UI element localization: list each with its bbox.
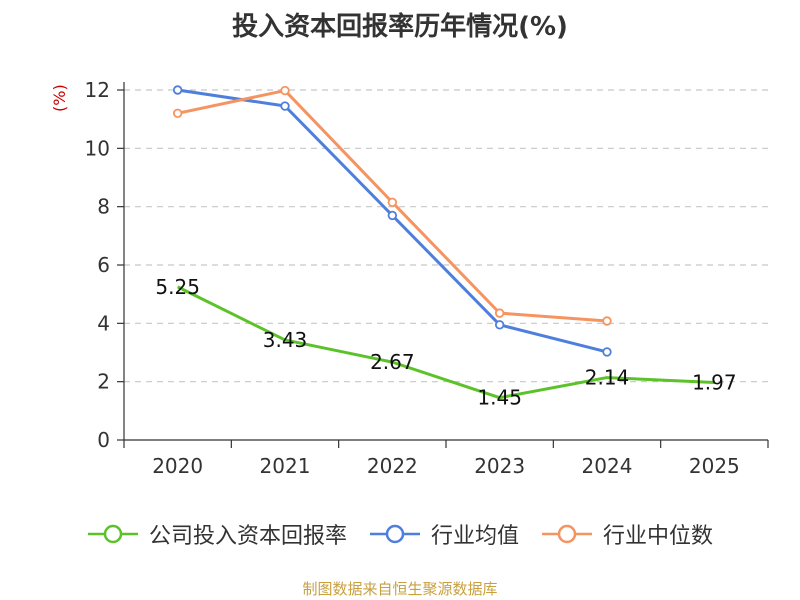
- legend-item[interactable]: 行业均值: [369, 518, 519, 550]
- x-tick-label: 2023: [474, 454, 525, 478]
- data-point-marker: [172, 85, 183, 95]
- y-tick-label: 8: [97, 195, 110, 219]
- data-label: 2.67: [370, 350, 415, 374]
- plot-area: 0 2 4 6 8 10 12 2020 2021 2022 2023 2024 2025 5.25 3.4…: [85, 78, 769, 478]
- y-tick-label: 2: [97, 370, 110, 394]
- data-point-marker: [602, 316, 612, 326]
- legend-swatch-icon: [542, 524, 592, 544]
- data-point-marker: [280, 85, 290, 96]
- legend-label: 行业中位数: [603, 524, 714, 549]
- legend-label: 公司投入资本回报率: [148, 524, 347, 549]
- data-label: 1.97: [692, 371, 737, 395]
- data-label: 5.25: [155, 275, 200, 299]
- data-point-marker: [172, 108, 183, 119]
- x-tick-label: 2024: [582, 454, 633, 478]
- y-tick-label: 4: [97, 311, 110, 335]
- data-label: 1.45: [477, 386, 522, 410]
- y-tick-label: 10: [85, 136, 110, 160]
- y-tick-label: 0: [97, 428, 110, 452]
- series-line: [177, 88, 608, 354]
- legend-swatch-icon: [369, 524, 420, 544]
- source-footer: 制图数据来自恒生聚源数据库: [302, 580, 498, 598]
- x-tick-label: 2025: [689, 454, 740, 478]
- legend-item[interactable]: 行业中位数: [541, 518, 713, 550]
- legend-item[interactable]: 公司投入资本回报率: [87, 518, 347, 550]
- legend: 公司投入资本回报率 行业均值 行业中位数: [0, 518, 800, 550]
- data-point-marker: [494, 320, 505, 330]
- legend-swatch-icon: [87, 524, 138, 544]
- data-point-marker: [387, 197, 398, 207]
- data-point-marker: [387, 210, 398, 221]
- data-label: 2.14: [585, 366, 630, 390]
- series-line: [177, 285, 715, 400]
- data-point-marker: [602, 347, 612, 357]
- chart-title: 投入资本回报率历年情况(%): [232, 12, 568, 42]
- data-point-marker: [494, 308, 505, 318]
- x-tick-label: 2022: [367, 454, 418, 478]
- legend-label: 行业均值: [430, 524, 519, 549]
- x-tick-label: 2021: [260, 454, 311, 478]
- y-tick-label: 12: [85, 78, 110, 102]
- x-tick-label: 2020: [152, 454, 203, 478]
- data-point-marker: [280, 101, 290, 111]
- y-tick-label: 6: [97, 253, 110, 277]
- data-label: 3.43: [263, 328, 308, 352]
